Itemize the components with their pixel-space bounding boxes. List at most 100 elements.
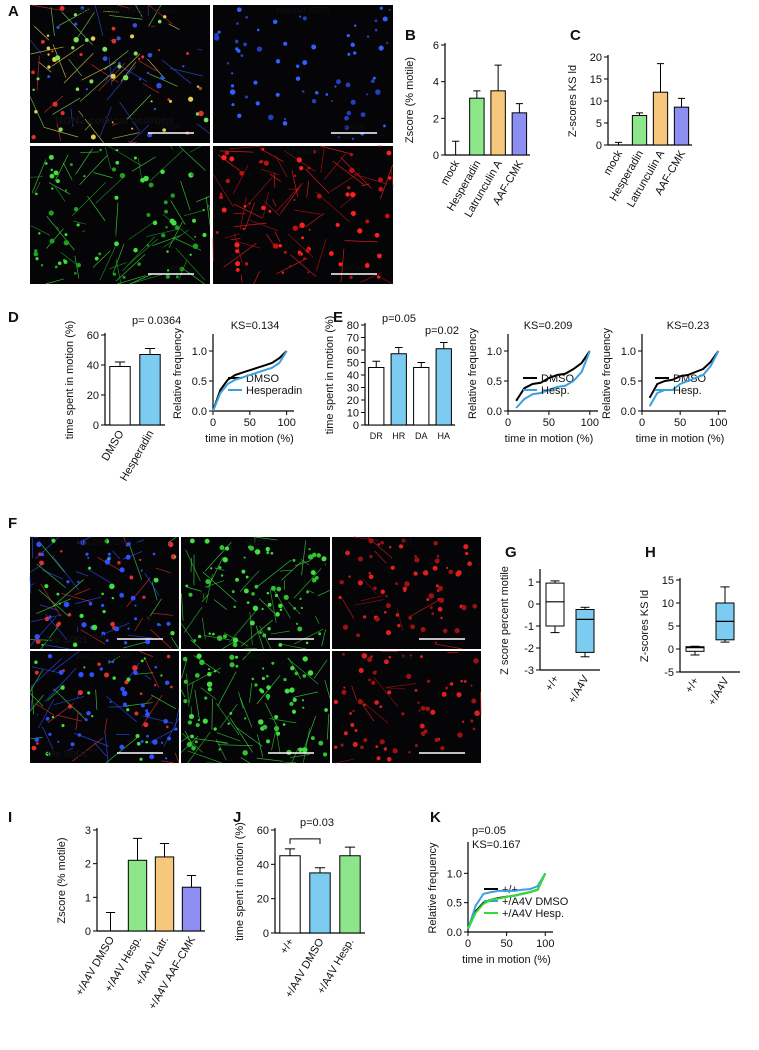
y-tick-label: 50 [347, 358, 359, 370]
cell [251, 592, 255, 596]
series-line [515, 350, 591, 409]
neurite [255, 625, 264, 650]
neurite [29, 694, 44, 712]
neurite [138, 60, 157, 72]
cell [102, 56, 108, 62]
series-line [648, 350, 720, 399]
cell [222, 634, 228, 639]
neurite [233, 203, 263, 219]
cell [224, 546, 230, 551]
cell [308, 548, 311, 551]
cell [345, 550, 350, 556]
allele: +/A4V [88, 634, 108, 641]
cell [266, 674, 269, 678]
neurite [122, 236, 156, 272]
cell [161, 233, 166, 238]
x-tick-label: +/A4V [566, 673, 592, 706]
neurite [359, 700, 375, 722]
cell [199, 659, 205, 666]
cell [360, 112, 366, 118]
cell [182, 65, 185, 68]
y-axis-label: time spent in motion (%) [324, 316, 336, 435]
cell [60, 111, 65, 116]
cell [356, 633, 360, 638]
cell [63, 601, 70, 608]
cell [256, 46, 263, 52]
cell [409, 654, 412, 657]
neurite [74, 588, 91, 596]
panel-letter: D [8, 309, 19, 326]
cell [283, 678, 287, 682]
y-axis-label: Relative frequency [427, 842, 439, 934]
cell [76, 262, 81, 268]
neurite [304, 168, 330, 194]
cell [190, 173, 194, 177]
cell [301, 699, 305, 702]
x-tick-label: 0 [639, 417, 645, 429]
cell [186, 741, 193, 748]
cell [410, 624, 416, 630]
bar [413, 367, 430, 426]
cell [440, 616, 443, 620]
cell [150, 100, 153, 103]
cell [67, 704, 73, 709]
cell [197, 719, 200, 722]
neurite [340, 248, 345, 283]
neurite [181, 659, 188, 679]
neurite [168, 23, 180, 30]
neurite [190, 558, 192, 573]
x-tick-label: 100 [536, 938, 554, 950]
neurite [283, 762, 296, 764]
neurite [62, 162, 73, 181]
neurite [229, 145, 264, 150]
cell [310, 736, 315, 741]
cell [39, 560, 44, 566]
cell [368, 538, 374, 544]
y-axis-label: time spent in motion (%) [64, 321, 76, 440]
cell [121, 690, 128, 697]
neurite [112, 550, 121, 560]
neurite [54, 186, 66, 202]
cell [163, 15, 167, 19]
cell [351, 137, 355, 141]
neurite [168, 221, 183, 248]
cell [233, 605, 236, 609]
cell [219, 192, 223, 196]
cell [435, 584, 439, 588]
cell [119, 592, 125, 598]
cell [235, 47, 239, 51]
cell [328, 251, 334, 256]
neurite [239, 570, 260, 592]
cell [166, 250, 169, 253]
error-bar [515, 103, 523, 113]
neurite [200, 687, 217, 700]
neurite [97, 557, 123, 572]
cell [198, 110, 204, 117]
cell [104, 672, 110, 678]
cell [110, 621, 115, 627]
cell [267, 114, 274, 121]
chart: 0.0 0.5 1.0 Relative frequency KS=0.23 0 50 100… [601, 320, 728, 445]
neurite [317, 589, 331, 597]
neurite [324, 680, 331, 699]
cell [261, 147, 265, 151]
neurite [262, 192, 269, 219]
cell [353, 24, 357, 27]
cell [170, 554, 177, 560]
y-axis-label: Z-scores KS ld [639, 590, 651, 662]
cell [216, 635, 223, 641]
neurite [30, 46, 64, 55]
neurite [217, 671, 237, 707]
neurite [261, 168, 280, 176]
cell [84, 38, 89, 42]
cell [166, 269, 170, 272]
annotation: p=0.03 [300, 817, 334, 829]
cell [252, 605, 259, 612]
cell [213, 35, 220, 41]
neurite [340, 157, 372, 189]
neurite [104, 147, 112, 170]
cell [241, 569, 246, 574]
neurite [321, 629, 326, 647]
neurite [84, 122, 93, 131]
